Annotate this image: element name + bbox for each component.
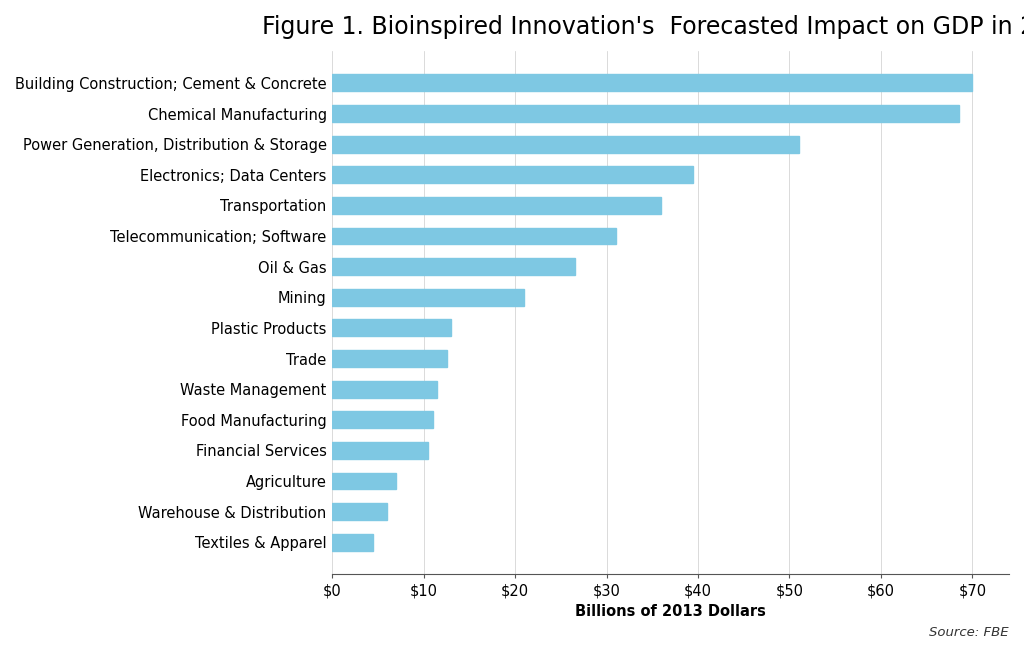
Bar — [332, 289, 524, 305]
Bar — [332, 197, 662, 214]
Text: Source: FBE: Source: FBE — [929, 626, 1009, 639]
Bar — [332, 442, 428, 459]
Bar — [332, 534, 374, 551]
Bar — [332, 136, 799, 153]
Bar — [332, 380, 437, 397]
X-axis label: Billions of 2013 Dollars: Billions of 2013 Dollars — [575, 604, 766, 619]
Title: Figure 1. Bioinspired Innovation's  Forecasted Impact on GDP in 2030: Figure 1. Bioinspired Innovation's Forec… — [261, 15, 1024, 39]
Bar — [332, 320, 452, 336]
Bar — [332, 411, 433, 428]
Bar — [332, 228, 615, 245]
Bar — [332, 166, 693, 183]
Bar — [332, 74, 973, 91]
Bar — [332, 350, 446, 367]
Bar — [332, 503, 387, 520]
Bar — [332, 258, 574, 275]
Bar — [332, 472, 396, 489]
Bar — [332, 105, 958, 122]
